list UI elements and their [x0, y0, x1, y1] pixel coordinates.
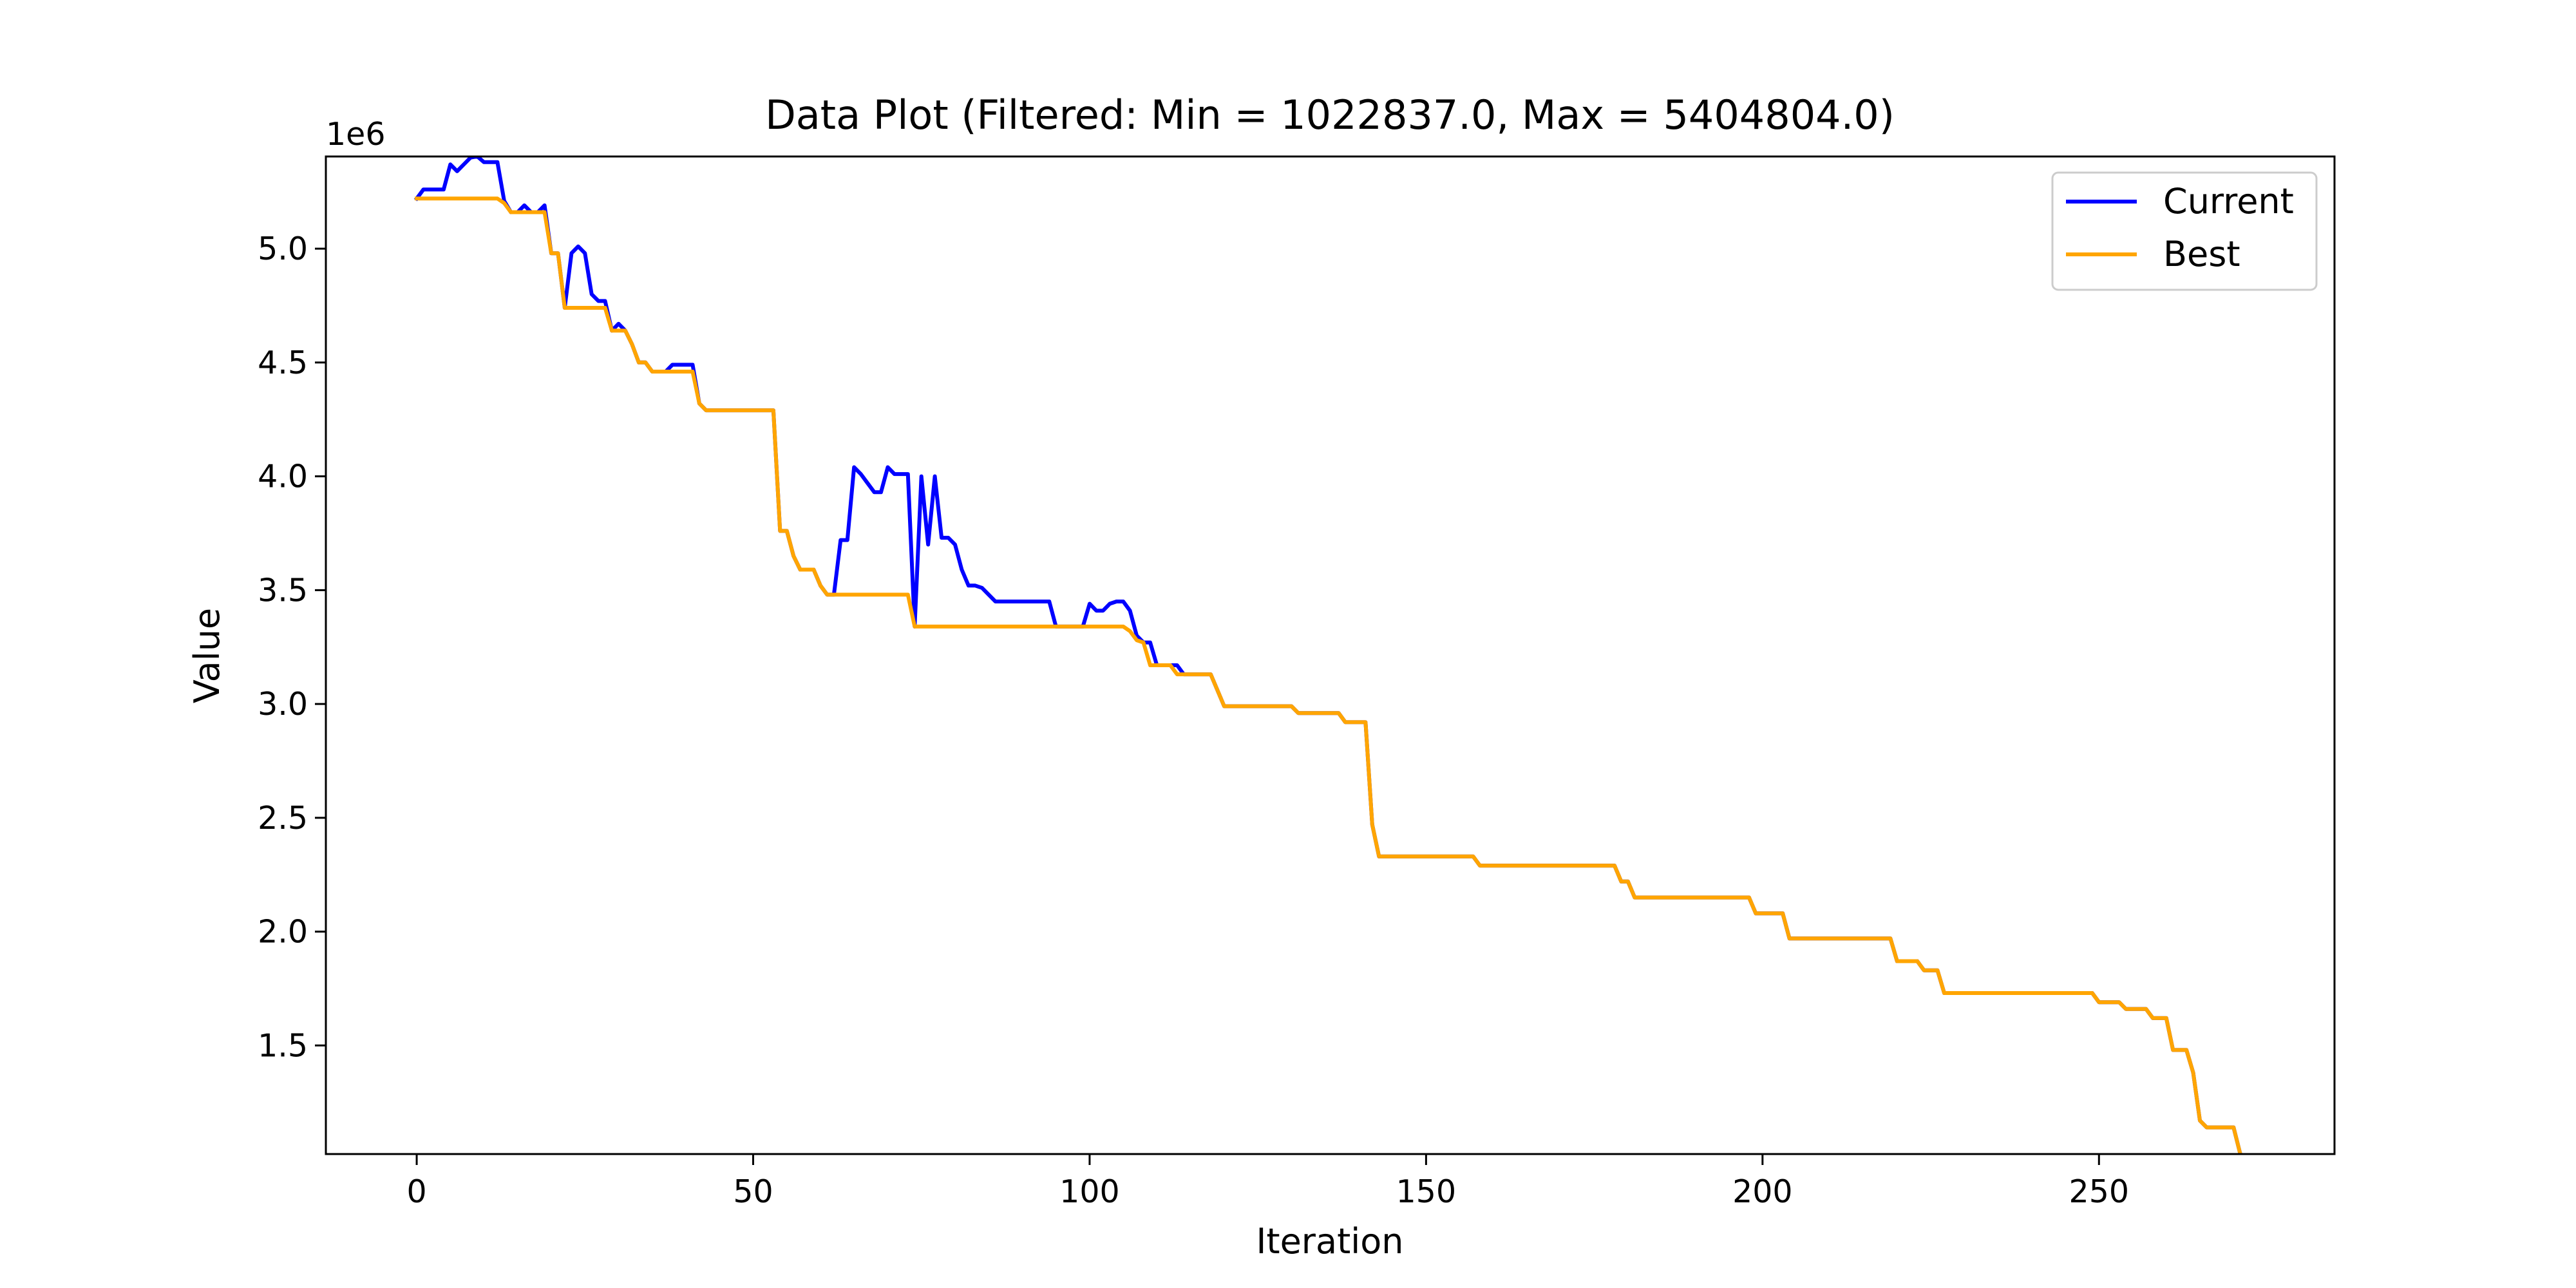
- y-tick-label: 3.5: [258, 572, 308, 609]
- plot-frame: [325, 155, 2336, 1155]
- y-axis: 1.5 2.0 2.5 3.0 3.5 4.0 4.5 5.0: [258, 231, 326, 1064]
- y-tick-label: 4.5: [258, 345, 308, 381]
- y-tick-label: 5.0: [258, 231, 308, 267]
- x-tick-label: 100: [1059, 1173, 1120, 1210]
- legend-label-current: Current: [2163, 181, 2294, 222]
- series-layer: [413, 156, 2242, 1154]
- x-tick-label: 0: [406, 1173, 426, 1210]
- x-tick-label: 50: [733, 1173, 773, 1210]
- y-tick-label: 2.0: [258, 914, 308, 951]
- chart-title: Data Plot (Filtered: Min = 1022837.0, Ma…: [765, 91, 1895, 138]
- x-tick-label: 200: [1732, 1173, 1793, 1210]
- x-tick-label: 250: [2069, 1173, 2130, 1210]
- y-axis-label: Value: [187, 608, 227, 703]
- y-tick-label: 4.0: [258, 459, 308, 495]
- legend: Current Best: [2051, 171, 2318, 291]
- series-line-best: [415, 196, 2242, 1154]
- y-tick-label: 1.5: [258, 1027, 308, 1064]
- x-axis: 0 50 100 150 200 250: [406, 1154, 2129, 1210]
- x-axis-label: Iteration: [1256, 1221, 1403, 1262]
- x-tick-label: 150: [1396, 1173, 1457, 1210]
- y-scale-label: 1e6: [326, 116, 386, 153]
- legend-label-best: Best: [2163, 234, 2240, 274]
- y-tick-label: 3.0: [258, 686, 308, 723]
- y-tick-label: 2.5: [258, 800, 308, 837]
